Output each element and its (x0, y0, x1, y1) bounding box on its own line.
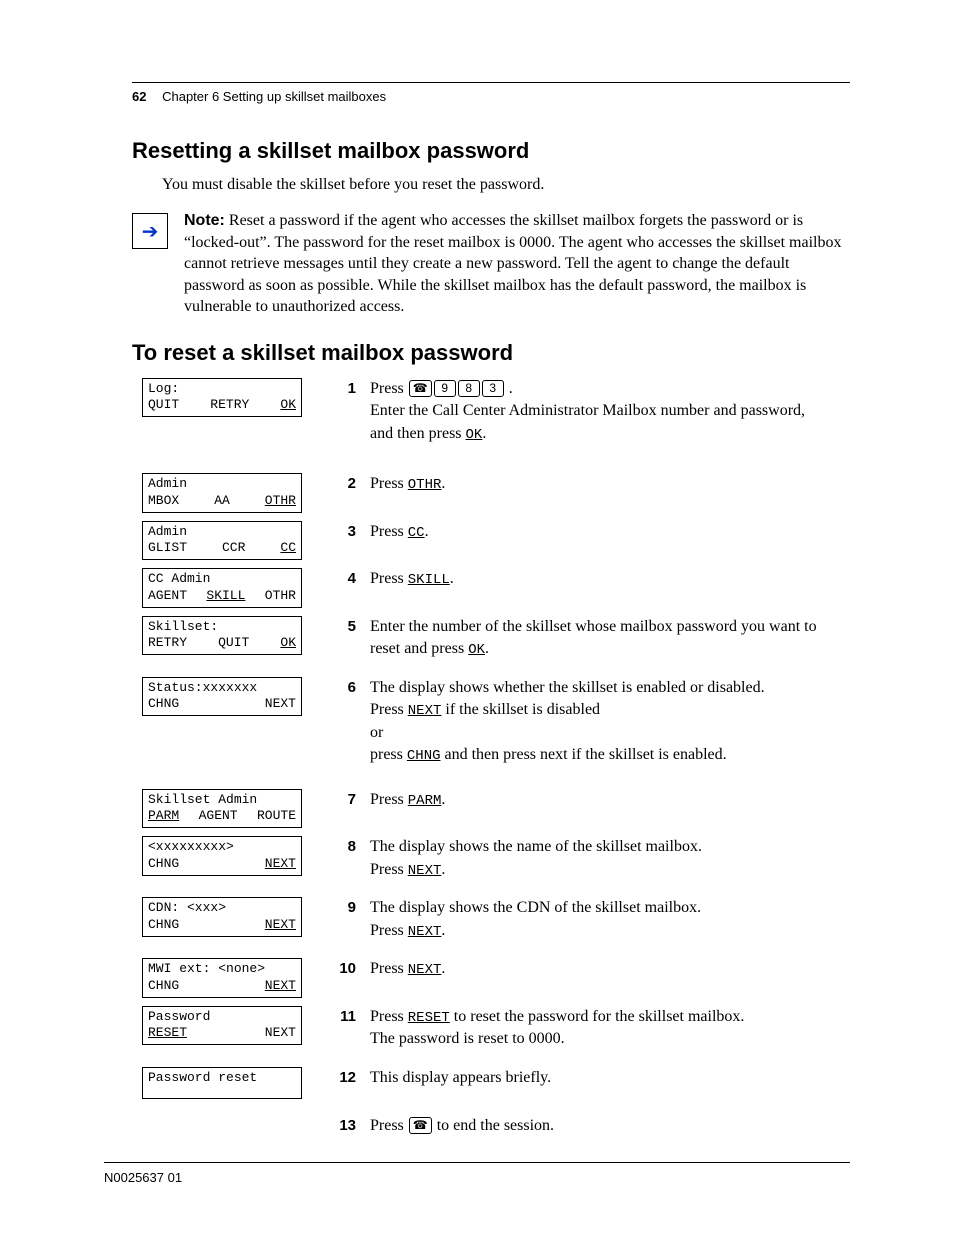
page-number: 62 (132, 89, 146, 104)
phone-display-status: Status:xxxxxxx CHNGNEXT (142, 677, 302, 717)
phone-display-name: <xxxxxxxxx> CHNGNEXT (142, 836, 302, 876)
step-body-1: Press ☎983 . Enter the Call Center Admin… (370, 378, 850, 445)
phone-display-log: Log: QUIT RETRY OK (142, 378, 302, 418)
note-body: Reset a password if the agent who access… (184, 212, 841, 315)
intro-text: You must disable the skillset before you… (162, 176, 850, 194)
header-rule (132, 82, 850, 83)
footer-text: N0025637 01 (104, 1170, 182, 1185)
phone-display-mwi: MWI ext: <none> CHNGNEXT (142, 958, 302, 998)
phone-display-password: Password RESETNEXT (142, 1006, 302, 1046)
feature-key-icon: ☎ (409, 380, 432, 397)
phone-display-password-reset: Password reset (142, 1067, 302, 1099)
section-title-resetting: Resetting a skillset mailbox password (132, 138, 850, 164)
phone-display-skillset: Skillset: RETRYQUITOK (142, 616, 302, 656)
note-text: Note: Reset a password if the agent who … (184, 210, 850, 318)
note-block: ➔ Note: Reset a password if the agent wh… (132, 210, 850, 318)
step-number: 1 (336, 378, 356, 445)
section-title-to-reset: To reset a skillset mailbox password (132, 340, 850, 366)
page-header: 62 Chapter 6 Setting up skillset mailbox… (132, 89, 850, 104)
phone-display-cdn: CDN: <xxx> CHNGNEXT (142, 897, 302, 937)
phone-display-skillset-admin: Skillset Admin PARMAGENTROUTE (142, 789, 302, 829)
steps-area: Log: QUIT RETRY OK 1 Press ☎983 . Enter … (132, 378, 850, 1145)
note-arrow-icon: ➔ (132, 213, 168, 249)
release-key-icon: ☎ (409, 1117, 432, 1134)
phone-display-admin-mbox: Admin MBOXAAOTHR (142, 473, 302, 513)
footer-rule (104, 1162, 850, 1163)
phone-display-admin-glist: Admin GLISTCCRCC (142, 521, 302, 561)
phone-display-cc-admin: CC Admin AGENTSKILLOTHR (142, 568, 302, 608)
chapter-title: Chapter 6 Setting up skillset mailboxes (162, 89, 386, 104)
note-label: Note: (184, 212, 225, 229)
